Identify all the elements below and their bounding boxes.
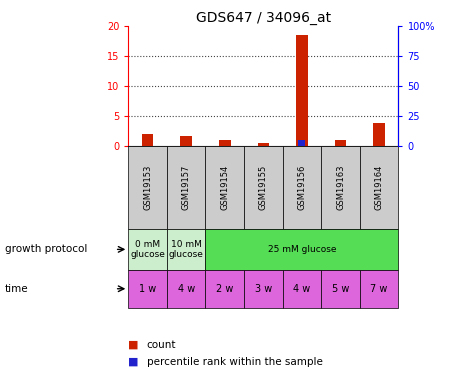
Bar bbox=[299, 140, 305, 146]
Text: count: count bbox=[147, 340, 176, 350]
Bar bbox=[180, 136, 192, 146]
Text: growth protocol: growth protocol bbox=[5, 244, 87, 254]
Bar bbox=[321, 146, 360, 229]
Text: 0 mM
glucose: 0 mM glucose bbox=[130, 240, 165, 259]
Bar bbox=[257, 142, 269, 146]
Bar bbox=[244, 270, 283, 308]
Text: GSM19154: GSM19154 bbox=[220, 165, 229, 210]
Text: ■: ■ bbox=[128, 357, 139, 367]
Text: 25 mM glucose: 25 mM glucose bbox=[268, 245, 336, 254]
Text: percentile rank within the sample: percentile rank within the sample bbox=[147, 357, 322, 367]
Bar bbox=[167, 270, 206, 308]
Text: 7 w: 7 w bbox=[371, 284, 388, 294]
Text: 4 w: 4 w bbox=[178, 284, 195, 294]
Bar bbox=[206, 146, 244, 229]
Bar bbox=[283, 146, 321, 229]
Bar bbox=[360, 270, 398, 308]
Text: GSM19157: GSM19157 bbox=[182, 165, 191, 210]
Bar bbox=[244, 146, 283, 229]
Bar bbox=[128, 146, 167, 229]
Text: GSM19156: GSM19156 bbox=[297, 165, 306, 210]
Bar bbox=[167, 229, 206, 270]
Bar bbox=[128, 229, 167, 270]
Bar bbox=[142, 134, 153, 146]
Bar bbox=[206, 229, 398, 270]
Text: 2 w: 2 w bbox=[216, 284, 234, 294]
Bar bbox=[219, 140, 230, 146]
Text: 1 w: 1 w bbox=[139, 284, 156, 294]
Bar bbox=[373, 123, 385, 146]
Text: GSM19163: GSM19163 bbox=[336, 165, 345, 210]
Text: 5 w: 5 w bbox=[332, 284, 349, 294]
Bar bbox=[335, 140, 346, 146]
Text: 3 w: 3 w bbox=[255, 284, 272, 294]
Bar bbox=[283, 270, 321, 308]
Text: 4 w: 4 w bbox=[293, 284, 311, 294]
Text: time: time bbox=[5, 284, 28, 294]
Bar bbox=[167, 146, 206, 229]
Title: GDS647 / 34096_at: GDS647 / 34096_at bbox=[196, 11, 331, 25]
Bar bbox=[206, 270, 244, 308]
Text: 10 mM
glucose: 10 mM glucose bbox=[169, 240, 204, 259]
Text: GSM19164: GSM19164 bbox=[375, 165, 384, 210]
Text: ■: ■ bbox=[128, 340, 139, 350]
Text: GSM19155: GSM19155 bbox=[259, 165, 268, 210]
Text: GSM19153: GSM19153 bbox=[143, 165, 152, 210]
Bar bbox=[321, 270, 360, 308]
Bar bbox=[296, 35, 308, 146]
Bar bbox=[360, 146, 398, 229]
Bar bbox=[128, 270, 167, 308]
